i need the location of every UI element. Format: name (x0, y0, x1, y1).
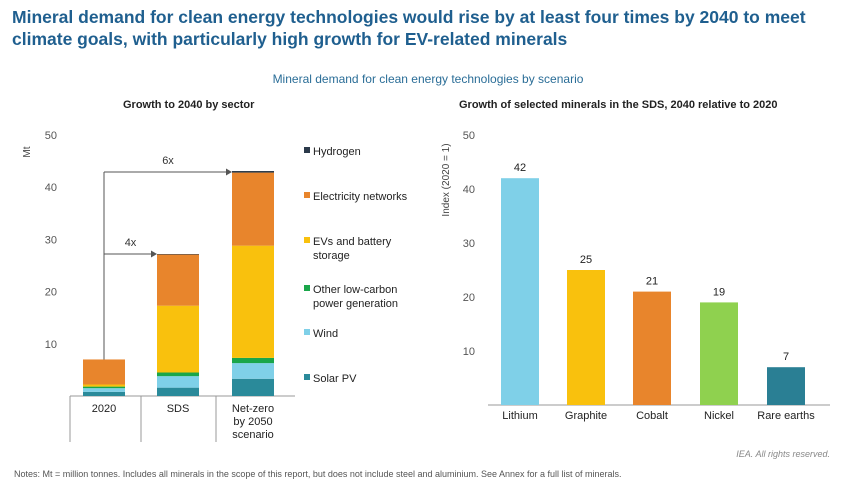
bar-cobalt (633, 291, 671, 405)
left-y-tick-label: 30 (45, 234, 57, 246)
legend-label: Other low-carbon (313, 284, 397, 296)
right-panel-title: Growth of selected minerals in the SDS, … (459, 99, 778, 111)
right-category-label: Lithium (502, 410, 537, 422)
right-category-label: Graphite (565, 410, 607, 422)
legend-label: Wind (313, 328, 338, 340)
legend-label: Electricity networks (313, 191, 408, 203)
multiplier-arrow-head (151, 250, 157, 258)
left-category-label: 2020 (92, 403, 116, 415)
stacked-bar-segment-electricity-networks (83, 359, 125, 385)
right-y-tick-label: 10 (463, 346, 475, 358)
left-y-axis-title: Mt (22, 146, 33, 157)
legend-swatch-electricity-networks (304, 192, 310, 198)
legend-label: Hydrogen (313, 146, 361, 158)
stacked-bar-segment-solar-pv (232, 378, 274, 396)
left-y-tick-label: 50 (45, 130, 57, 142)
stacked-bar-segment-wind (232, 363, 274, 379)
notes-text: Notes: Mt = million tonnes. Includes all… (14, 469, 622, 479)
left-y-tick-label: 10 (45, 339, 57, 351)
data-label: 21 (646, 276, 658, 288)
stacked-bar-segment-solar-pv (83, 391, 125, 396)
bar-lithium (501, 178, 539, 405)
legend-swatch-evs-and-battery-storage (304, 237, 310, 243)
stacked-bar-segment-other-low-carbon-power-generation (83, 386, 125, 389)
legend-label: storage (313, 250, 350, 262)
stacked-bar-segment-solar-pv (157, 387, 199, 396)
right-y-tick-label: 50 (463, 130, 475, 142)
left-category-label: SDS (167, 403, 190, 415)
right-y-axis-title: Index (2020 = 1) (441, 143, 452, 216)
bar-nickel (700, 302, 738, 405)
right-y-tick-label: 30 (463, 238, 475, 250)
left-category-label: Net-zero (232, 403, 274, 415)
stacked-bar-segment-hydrogen (157, 254, 199, 255)
multiplier-label: 4x (125, 237, 137, 249)
multiplier-label: 6x (162, 155, 174, 167)
left-y-tick-label: 40 (45, 182, 57, 194)
credit-text: IEA. All rights reserved. (736, 449, 830, 459)
bar-graphite (567, 270, 605, 405)
data-label: 42 (514, 162, 526, 174)
stacked-bar-segment-other-low-carbon-power-generation (232, 357, 274, 364)
stacked-bar-segment-evs-and-battery-storage (83, 384, 125, 387)
data-label: 25 (580, 254, 592, 266)
multiplier-arrow-head (226, 168, 232, 176)
legend-swatch-other-low-carbon-power-generation (304, 285, 310, 291)
legend-label: EVs and battery (313, 236, 392, 248)
stacked-bar-segment-electricity-networks (157, 254, 199, 306)
stacked-bar-segment-wind (157, 376, 199, 388)
chart-subtitle: Mineral demand for clean energy technolo… (272, 72, 584, 86)
legend-swatch-hydrogen (304, 147, 310, 153)
left-y-tick-label: 20 (45, 287, 57, 299)
right-category-label: Nickel (704, 410, 734, 422)
left-category-label: scenario (232, 429, 274, 441)
stacked-bar-segment-electricity-networks (232, 172, 274, 246)
legend-label: power generation (313, 298, 398, 310)
right-category-label: Rare earths (757, 410, 815, 422)
data-label: 7 (783, 351, 789, 363)
headline: Mineral demand for clean energy technolo… (12, 7, 806, 49)
bar-rare-earths (767, 367, 805, 405)
legend-swatch-solar-pv (304, 374, 310, 380)
stacked-bar-segment-wind (83, 388, 125, 392)
data-label: 19 (713, 286, 725, 298)
stacked-bar-segment-evs-and-battery-storage (157, 305, 199, 373)
stacked-bar-segment-other-low-carbon-power-generation (157, 372, 199, 377)
stacked-bar-segment-hydrogen (232, 171, 274, 173)
right-y-tick-label: 20 (463, 292, 475, 304)
right-y-tick-label: 40 (463, 184, 475, 196)
legend-swatch-wind (304, 329, 310, 335)
left-panel-title: Growth to 2040 by sector (123, 99, 255, 111)
left-category-label: by 2050 (233, 416, 272, 428)
stacked-bar-segment-evs-and-battery-storage (232, 245, 274, 358)
right-category-label: Cobalt (636, 410, 668, 422)
legend-label: Solar PV (313, 373, 357, 385)
